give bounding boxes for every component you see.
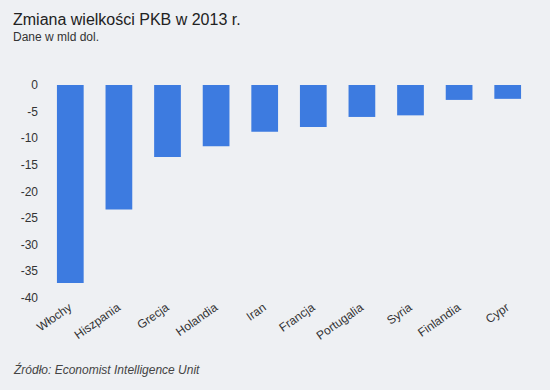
svg-text:Portugalia: Portugalia [314, 300, 367, 343]
svg-text:Cypr: Cypr [483, 300, 512, 326]
svg-text:Iran: Iran [244, 300, 269, 323]
svg-text:Hiszpania: Hiszpania [72, 300, 123, 342]
svg-text:Grecja: Grecja [135, 300, 172, 332]
svg-text:Syria: Syria [384, 300, 415, 327]
svg-text:-20: -20 [21, 185, 39, 199]
svg-text:Francja: Francja [277, 300, 318, 335]
svg-text:Źródło: Economist Intelligence: Źródło: Economist Intelligence Unit [13, 362, 200, 377]
svg-text:-30: -30 [21, 238, 39, 252]
svg-text:0: 0 [31, 78, 38, 92]
svg-text:Włochy: Włochy [34, 300, 74, 334]
svg-text:-40: -40 [21, 291, 39, 305]
svg-text:-25: -25 [21, 211, 39, 225]
svg-text:-15: -15 [21, 158, 39, 172]
svg-text:-10: -10 [21, 131, 39, 145]
svg-text:Finlandia: Finlandia [415, 300, 463, 340]
svg-text:-35: -35 [21, 264, 39, 278]
svg-text:-5: -5 [27, 105, 38, 119]
svg-text:Holandia: Holandia [173, 300, 220, 339]
svg-text:Zmiana wielkości PKB w 2013 r.: Zmiana wielkości PKB w 2013 r. [13, 11, 241, 28]
svg-text:Dane w mld dol.: Dane w mld dol. [13, 30, 99, 44]
